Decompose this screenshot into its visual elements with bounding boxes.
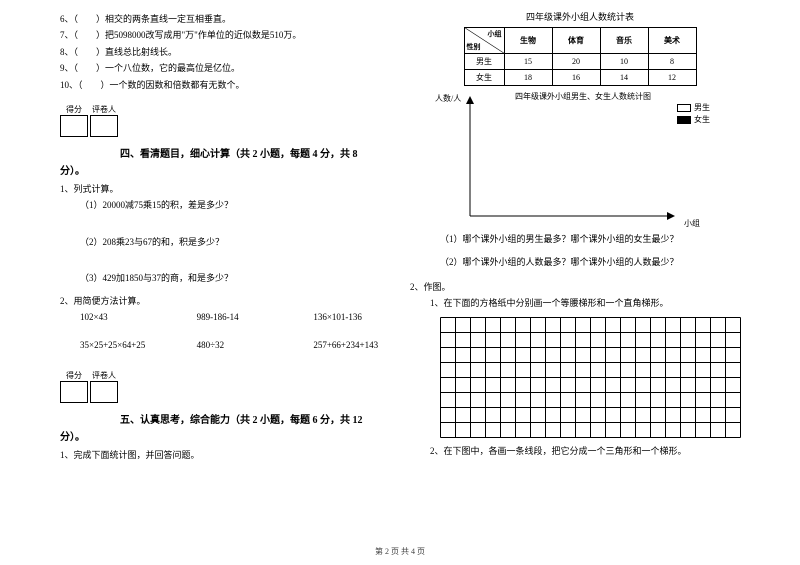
calc-2a: 35×25+25×64+25 bbox=[80, 340, 157, 350]
score-row-4: 得分评卷人 bbox=[60, 104, 390, 139]
q1b: （2）208乘23与67的和，积是多少？ bbox=[80, 235, 390, 249]
tf-10: 10、（ ）一个数的因数和倍数都有无数个。 bbox=[60, 78, 390, 92]
col-2: 音乐 bbox=[600, 28, 648, 54]
cell: 14 bbox=[600, 70, 648, 86]
tf-9: 9、（ ）一个八位数，它的最高位是亿位。 bbox=[60, 61, 390, 75]
calc-2c: 257+66+234+143 bbox=[313, 340, 390, 350]
score-box-a bbox=[60, 115, 88, 137]
question-b: （2）哪个课外小组的人数最多？哪个课外小组的人数最少？ bbox=[440, 255, 750, 268]
score-label-b: 评卷人 bbox=[90, 104, 118, 115]
q2-title: 2、用简便方法计算。 bbox=[60, 294, 390, 308]
score-box-a2 bbox=[60, 381, 88, 403]
chart-area: 人数/人 四年级课外小组男生、女生人数统计图 男生 女生 小组 bbox=[440, 96, 750, 226]
score-box-b bbox=[90, 115, 118, 137]
q1c: （3）429加1850与37的商，和是多少？ bbox=[80, 271, 390, 285]
calc-1a: 102×43 bbox=[80, 312, 157, 322]
score-label-b2: 评卷人 bbox=[90, 370, 118, 381]
q2a: 1、在下面的方格纸中分别画一个等腰梯形和一个直角梯形。 bbox=[430, 296, 750, 310]
stats-table: 小组 性别 生物 体育 音乐 美术 男生 15 20 10 8 女生 18 16… bbox=[464, 27, 697, 86]
table-corner: 小组 性别 bbox=[464, 28, 504, 54]
legend-a: 男生 bbox=[694, 102, 710, 113]
table-row: 男生 15 20 10 8 bbox=[464, 54, 696, 70]
section-4-fen: 分）。 bbox=[60, 164, 390, 180]
cell: 8 bbox=[648, 54, 696, 70]
row-1-label: 女生 bbox=[464, 70, 504, 86]
question-a: （1）哪个课外小组的男生最多？哪个课外小组的女生最少？ bbox=[440, 232, 750, 245]
score-row-5: 得分评卷人 bbox=[60, 370, 390, 405]
q2b: 2、在下图中，各画一条线段，把它分成一个三角形和一个梯形。 bbox=[430, 444, 750, 458]
calc-2b: 480÷32 bbox=[197, 340, 274, 350]
x-axis-label: 小组 bbox=[684, 218, 700, 229]
score-box-b2 bbox=[90, 381, 118, 403]
q1-title: 1、列式计算。 bbox=[60, 182, 390, 196]
corner-top: 小组 bbox=[488, 29, 502, 39]
col-3: 美术 bbox=[648, 28, 696, 54]
legend-b: 女生 bbox=[694, 114, 710, 125]
tf-7: 7、（ ）把5098000改写成用"万"作单位的近似数是510万。 bbox=[60, 28, 390, 42]
section-5-fen: 分）。 bbox=[60, 430, 390, 446]
cell: 10 bbox=[600, 54, 648, 70]
col-1: 体育 bbox=[552, 28, 600, 54]
grid-svg bbox=[440, 317, 741, 438]
y-axis-label: 人数/人 bbox=[435, 93, 461, 104]
cell: 15 bbox=[504, 54, 552, 70]
tf-6: 6、（ ）相交的两条直线一定互相垂直。 bbox=[60, 12, 390, 26]
q2-draw: 2、作图。 bbox=[410, 280, 750, 294]
calc-row-2: 35×25+25×64+25 480÷32 257+66+234+143 bbox=[80, 340, 390, 350]
page-footer: 第 2 页 共 4 页 bbox=[0, 546, 800, 557]
chart-legend: 男生 女生 bbox=[677, 101, 710, 126]
row-0-label: 男生 bbox=[464, 54, 504, 70]
cell: 16 bbox=[552, 70, 600, 86]
calc-1c: 136×101-136 bbox=[313, 312, 390, 322]
calc-row-1: 102×43 989-186-14 136×101-136 bbox=[80, 312, 390, 322]
cell: 20 bbox=[552, 54, 600, 70]
calc-1b: 989-186-14 bbox=[197, 312, 274, 322]
table-title: 四年级课外小组人数统计表 bbox=[410, 10, 750, 23]
section-5-title: 五、认真思考，综合能力（共 2 小题，每题 6 分，共 12 bbox=[120, 411, 390, 426]
tf-8: 8、（ ）直线总比射线长。 bbox=[60, 45, 390, 59]
q1a: （1）20000减75乘15的积，差是多少？ bbox=[80, 198, 390, 212]
corner-bottom: 性别 bbox=[467, 42, 481, 52]
axis-svg bbox=[460, 96, 680, 226]
table-row: 女生 18 16 14 12 bbox=[464, 70, 696, 86]
score-label-a: 得分 bbox=[60, 104, 88, 115]
section-4-title: 四、看清题目，细心计算（共 2 小题，每题 4 分，共 8 bbox=[120, 145, 390, 160]
q5-1: 1、完成下面统计图，并回答问题。 bbox=[60, 448, 390, 462]
grid-paper bbox=[440, 317, 750, 438]
cell: 18 bbox=[504, 70, 552, 86]
score-label-a2: 得分 bbox=[60, 370, 88, 381]
col-0: 生物 bbox=[504, 28, 552, 54]
cell: 12 bbox=[648, 70, 696, 86]
